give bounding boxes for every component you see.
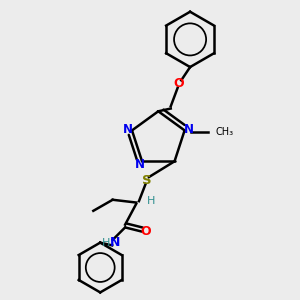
Text: N: N xyxy=(110,236,120,249)
Text: S: S xyxy=(142,174,152,187)
Text: H: H xyxy=(102,238,110,248)
Text: H: H xyxy=(147,196,156,206)
Text: CH₃: CH₃ xyxy=(215,127,233,137)
Text: O: O xyxy=(174,77,184,90)
Text: N: N xyxy=(123,123,133,136)
Text: O: O xyxy=(141,225,152,238)
Text: N: N xyxy=(184,123,194,136)
Text: N: N xyxy=(135,158,145,171)
